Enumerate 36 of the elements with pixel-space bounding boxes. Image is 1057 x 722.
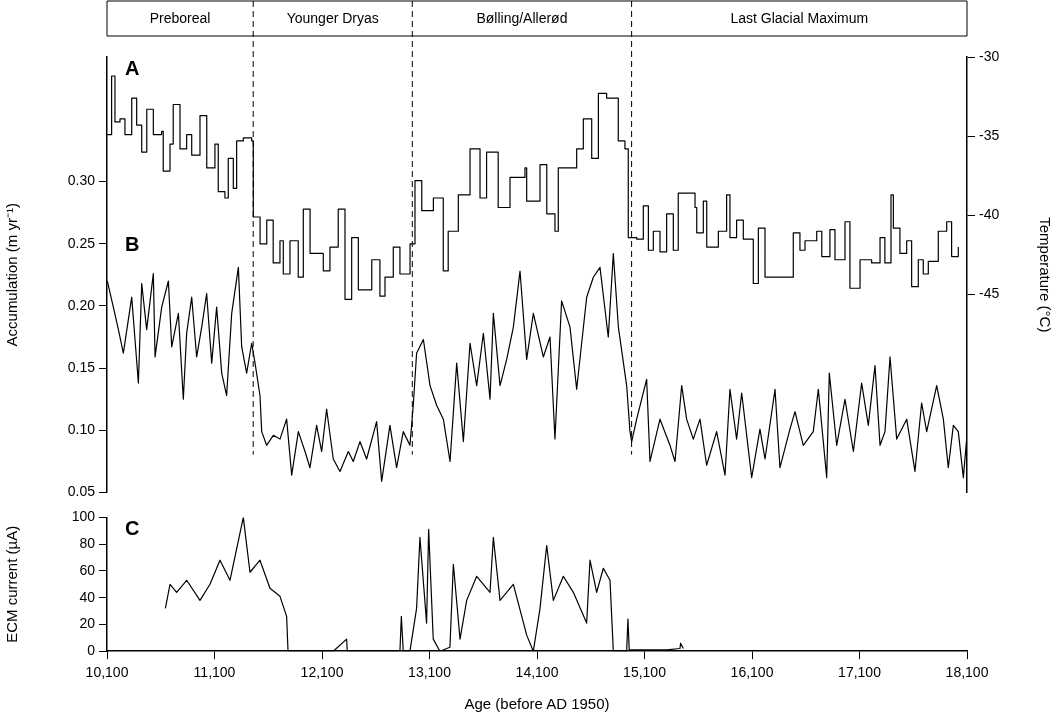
x-tick-label: 11,100 xyxy=(193,664,236,681)
y-tick-label: 60 xyxy=(79,561,96,578)
y2-tick-label: -45 xyxy=(979,285,1000,302)
y2-axis-title: Temperature (°C) xyxy=(1036,217,1054,333)
y-tick-label: 0.30 xyxy=(67,172,96,189)
text: Younger Dryas xyxy=(286,9,379,26)
y2-tick-label: -40 xyxy=(979,206,1000,223)
annotation: B xyxy=(125,232,140,255)
x-tick-label: 10,100 xyxy=(85,664,129,681)
y-tick-label: 0.10 xyxy=(67,421,96,438)
y-tick-label: 0.15 xyxy=(67,359,96,375)
x-tick-label: 12,100 xyxy=(300,664,344,681)
y-tick-label: 40 xyxy=(79,588,96,605)
annotation: A xyxy=(125,56,140,79)
y-tick-label: 100 xyxy=(71,508,96,525)
x-tick-label: 18,100 xyxy=(945,664,989,681)
x-tick-label: 14,100 xyxy=(515,664,559,681)
x-axis-title: Age (before AD 1950) xyxy=(464,695,610,713)
annotation: C xyxy=(125,516,140,539)
y-tick-label: 0.05 xyxy=(67,483,96,500)
x-tick-label: 17,100 xyxy=(838,664,882,681)
y-tick-label: 80 xyxy=(79,535,96,552)
x-tick-label: 16,100 xyxy=(730,664,774,681)
y-tick-label: 20 xyxy=(79,615,96,632)
y2-tick-label: -30 xyxy=(979,47,1000,64)
text: Last Glacial Maximum xyxy=(730,9,869,26)
y2-tick-label: -35 xyxy=(979,127,1000,144)
y-axis-title: ECM current (µA) xyxy=(3,525,21,643)
x-tick-label: 13,100 xyxy=(408,664,452,681)
y-tick-label: 0 xyxy=(87,642,96,659)
text: Preboreal xyxy=(149,9,211,26)
x-tick-label: 15,100 xyxy=(623,664,667,681)
y-tick-label: 0.20 xyxy=(67,296,96,313)
y-axis-title: Accumulation (m yr⁻¹) xyxy=(3,203,21,347)
y-tick-label: 0.25 xyxy=(67,234,96,251)
text: Bølling/Allerød xyxy=(476,9,568,26)
